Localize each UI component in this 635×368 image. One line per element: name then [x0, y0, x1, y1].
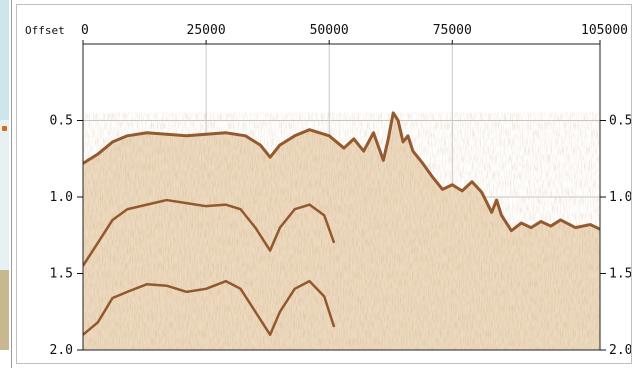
x-tick-label: 75000: [433, 23, 472, 38]
y-tick-label-left: 1.0: [50, 190, 73, 205]
x-tick-label: 105000: [581, 23, 628, 38]
y-tick-label-right: 1.0: [609, 190, 631, 205]
y-tick-label-left: 2.0: [50, 343, 73, 358]
left-panel-fill-bottom: [0, 270, 9, 350]
reflector-horizon-2: [83, 198, 336, 267]
left-panel-fill-top: [0, 0, 9, 120]
reflector-horizon-1: [83, 111, 600, 233]
x-tick-label: 50000: [310, 23, 349, 38]
axes: 0 25000 50000 75000 105000 0.5 0.5 1.0 1.0 1.5 1.5…: [50, 23, 631, 358]
y-tick-label-right: 1.5: [609, 267, 631, 282]
seismic-section-chart[interactable]: 0 25000 50000 75000 105000 0.5 0.5 1.0 1.0 1.5 1.5…: [17, 5, 631, 363]
y-tick-label-right: 2.0: [609, 343, 631, 358]
left-panel-fill-middle: [0, 120, 9, 270]
reflector-horizon-3: [83, 279, 336, 336]
y-tick-label-right: 0.5: [609, 114, 631, 129]
left-panel-edge: [0, 0, 12, 368]
offset-axis-label: Offset: [25, 24, 65, 37]
seismic-section-panel: 0 25000 50000 75000 105000 0.5 0.5 1.0 1.0 1.5 1.5…: [16, 4, 632, 364]
seismic-data-layer: [83, 111, 600, 350]
y-tick-label-left: 0.5: [50, 114, 73, 129]
y-tick-label-left: 1.5: [50, 267, 73, 282]
left-panel-marker-icon: [2, 126, 7, 131]
section-texture: [83, 112, 600, 350]
x-tick-label: 0: [81, 23, 89, 38]
x-tick-label: 25000: [187, 23, 226, 38]
